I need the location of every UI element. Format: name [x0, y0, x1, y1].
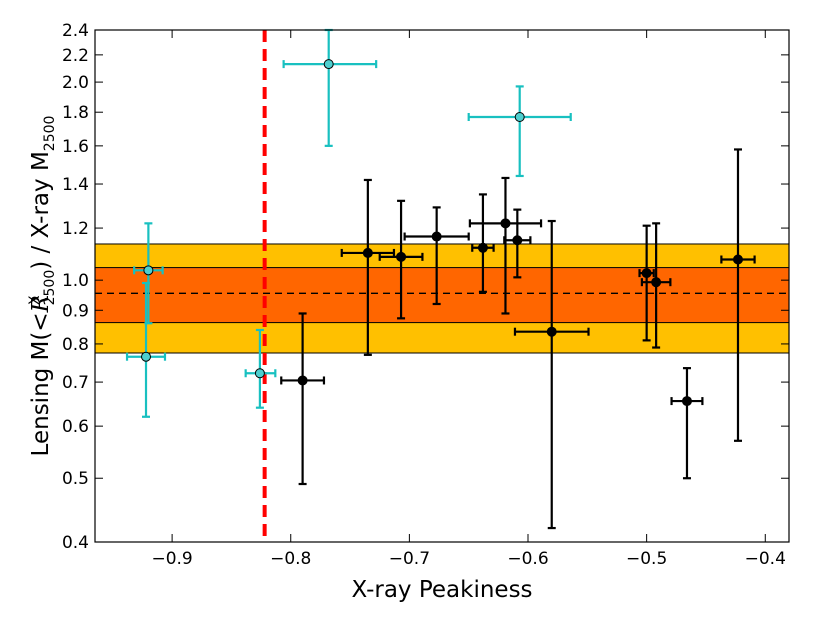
black-data-point [280, 312, 326, 486]
black-data-point [720, 148, 756, 442]
y-title-r-sub: 2500 [42, 270, 58, 306]
x-tick-label: −0.7 [389, 549, 430, 569]
black-data-point [670, 367, 704, 480]
marker [546, 326, 557, 337]
plot-frame [94, 29, 790, 543]
black-data-point [403, 206, 470, 306]
marker [431, 231, 442, 242]
y-tick-label: 1.6 [62, 137, 89, 157]
marker [732, 254, 743, 265]
marker [512, 235, 523, 246]
cyan-data-point [467, 85, 572, 178]
marker [143, 265, 154, 276]
black-data-point [503, 208, 532, 279]
black-data-point [340, 178, 396, 356]
marker [141, 351, 152, 362]
black-data-point [468, 176, 543, 315]
y-title-mid: ) / X-ray M [28, 151, 54, 270]
y-tick-label: 2.4 [62, 21, 89, 41]
y-tick-label: 1.4 [62, 175, 89, 195]
x-axis-title: X-ray Peakiness [351, 577, 532, 603]
black-data-point [378, 199, 424, 320]
y-title-r-sup: X [27, 295, 43, 305]
y-title-m-sub: 2500 [42, 116, 58, 152]
y-tick-label: 0.5 [62, 469, 89, 489]
y-tick-label: 2.0 [62, 73, 89, 93]
black-data-point [513, 219, 590, 530]
marker [500, 218, 511, 229]
x-tick-label: −0.8 [270, 549, 311, 569]
marker [297, 375, 308, 386]
marker [396, 251, 407, 262]
marker [681, 396, 692, 407]
y-tick-label: 0.4 [62, 533, 89, 553]
marker [362, 247, 373, 258]
marker [651, 277, 662, 288]
black-data-point [640, 222, 672, 349]
y-tick-label: 0.7 [62, 373, 89, 393]
y-title-prefix: Lensing M( [28, 332, 54, 457]
y-tick-label: 0.6 [62, 417, 89, 437]
y-axis-title: Lensing M(<RX2500) / X-ray M2500 [27, 116, 58, 457]
x-tick-label: −0.6 [507, 549, 548, 569]
y-title-r: R [28, 295, 54, 313]
y-tick-label: 0.8 [62, 335, 89, 355]
x-tick-label: −0.4 [745, 549, 786, 569]
x-tick-label: −0.9 [151, 549, 192, 569]
x-tick-label: −0.5 [626, 549, 667, 569]
marker [254, 368, 265, 379]
inner-band [94, 267, 790, 324]
y-tick-label: 1.8 [62, 103, 89, 123]
y-tick-label: 1.0 [62, 271, 89, 291]
y-tick-label: 0.9 [62, 301, 89, 321]
marker [477, 242, 488, 253]
y-tick-label: 1.2 [62, 219, 89, 239]
marker [641, 268, 652, 279]
y-tick-label: 2.2 [62, 46, 89, 66]
marker [323, 59, 334, 70]
y-title-lt: < [28, 312, 54, 331]
marker [514, 112, 525, 123]
cyan-data-point [125, 281, 167, 418]
black-data-point [471, 193, 495, 293]
cyan-data-point [244, 328, 277, 409]
